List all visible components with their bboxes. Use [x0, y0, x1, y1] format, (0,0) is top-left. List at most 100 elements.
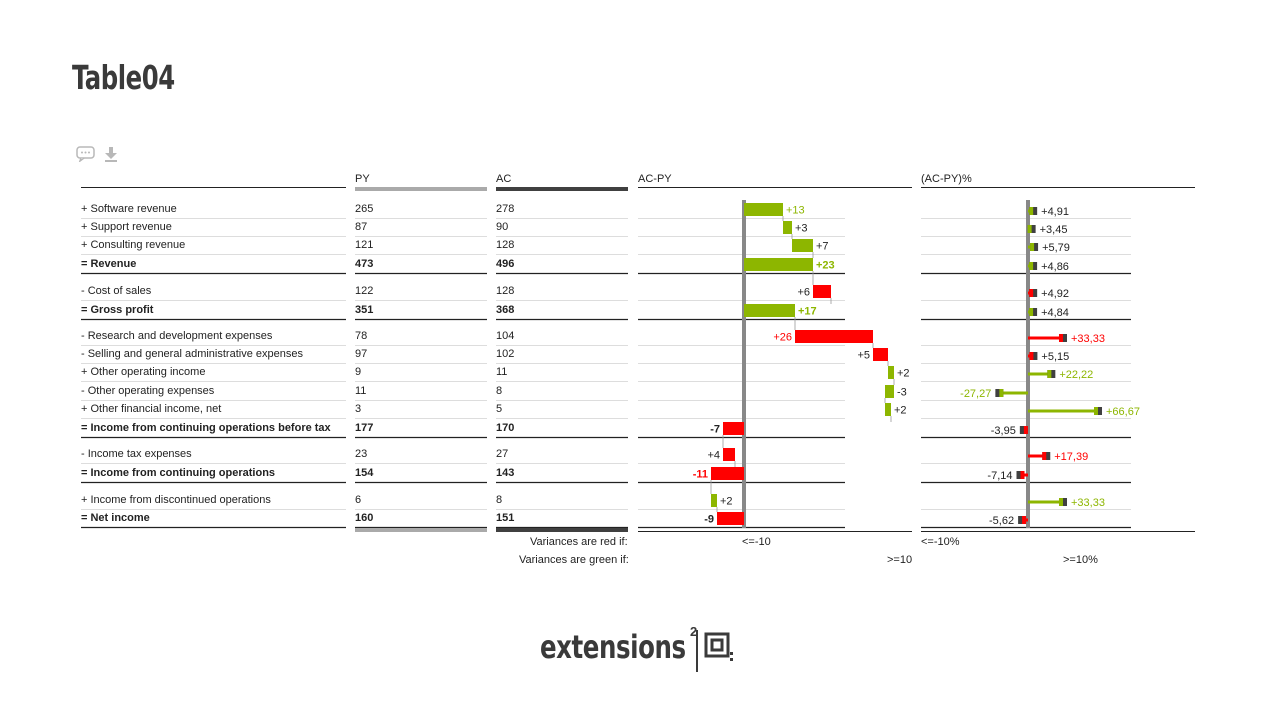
- download-icon[interactable]: [104, 146, 118, 162]
- row-value-ac: 5: [496, 403, 503, 415]
- pct-label: +5,15: [1041, 351, 1069, 363]
- row-value-py: 121: [355, 239, 374, 251]
- comment-icon[interactable]: [76, 146, 96, 162]
- delta-label: +23: [816, 260, 835, 272]
- pct-pin-head-fill: [1029, 352, 1034, 360]
- delta-label: +3: [795, 223, 808, 235]
- row-label: + Software revenue: [81, 203, 177, 215]
- delta-bar: [792, 239, 813, 252]
- row-value-py: 9: [355, 366, 362, 378]
- legend-abs-green: >=10: [887, 554, 913, 566]
- delta-bar: [783, 221, 792, 234]
- footer-bar-ac: [496, 528, 628, 532]
- page-title: Table04: [72, 58, 175, 97]
- header-bar-ac: [496, 187, 628, 191]
- row-value-py: 87: [355, 221, 368, 233]
- row-value-ac: 496: [496, 258, 515, 270]
- footer-line-delta-pct: [921, 531, 1195, 532]
- row-value-py: 160: [355, 512, 374, 524]
- pct-label: -5,62: [989, 515, 1014, 527]
- delta-label: +2: [720, 496, 733, 508]
- row-value-ac: 104: [496, 330, 515, 342]
- legend-pct-red: <=-10%: [921, 536, 960, 548]
- footer-line-delta: [638, 531, 912, 532]
- pct-label: +66,67: [1106, 406, 1140, 418]
- row-value-ac: 102: [496, 348, 515, 360]
- delta-label: +17: [798, 306, 817, 318]
- row-value-ac: 151: [496, 512, 515, 524]
- row-label: - Other operating expenses: [81, 385, 215, 397]
- pct-label: +17,39: [1054, 451, 1088, 463]
- row-label: = Gross profit: [81, 304, 154, 316]
- row-label: - Research and development expenses: [81, 330, 273, 342]
- delta-bar: [711, 467, 744, 480]
- row-value-ac: 90: [496, 221, 509, 233]
- delta-label: -9: [704, 514, 714, 526]
- row-value-py: 97: [355, 348, 368, 360]
- brand-divider: [696, 630, 698, 672]
- brand-superscript: 2: [690, 624, 698, 639]
- pct-pin-head-fill: [1094, 407, 1099, 415]
- legend-green-label: Variances are green if:: [519, 554, 629, 566]
- row-value-py: 6: [355, 494, 362, 506]
- pct-label: +4,86: [1041, 261, 1069, 273]
- row-label: = Net income: [81, 512, 150, 524]
- row-label: - Selling and general administrative exp…: [81, 348, 303, 360]
- pct-axis: [1026, 200, 1030, 528]
- delta-bar: [723, 448, 735, 461]
- delta-label: -7: [710, 424, 720, 436]
- pct-label: +4,92: [1041, 288, 1069, 300]
- pct-pin-head-fill: [1047, 370, 1052, 378]
- delta-label: +6: [797, 287, 810, 299]
- row-value-ac: 368: [496, 304, 515, 316]
- delta-bar: [717, 512, 744, 525]
- delta-bar: [723, 422, 744, 435]
- delta-bar: [711, 494, 717, 507]
- column-header-py: PY: [355, 173, 370, 185]
- pct-label: -27,27: [960, 388, 991, 400]
- row-value-ac: 128: [496, 285, 515, 297]
- pct-label: +22,22: [1059, 369, 1093, 381]
- row-value-ac: 278: [496, 203, 515, 215]
- delta-bar: [744, 203, 783, 216]
- row-value-py: 3: [355, 403, 362, 415]
- pct-pin-head-fill: [1042, 452, 1047, 460]
- row-label: + Consulting revenue: [81, 239, 186, 251]
- legend-abs-red: <=-10: [742, 536, 771, 548]
- column-header-ac: AC: [496, 173, 512, 185]
- delta-bar: [744, 258, 813, 271]
- pct-pin-head-fill: [999, 389, 1004, 397]
- pct-pin-head-fill: [1023, 426, 1028, 434]
- pct-pin-stem: [1028, 500, 1063, 504]
- column-header-delta: AC-PY: [638, 173, 672, 185]
- row-label: = Revenue: [81, 258, 137, 270]
- legend-pct-green: >=10%: [1063, 554, 1098, 566]
- delta-label: +26: [773, 332, 792, 344]
- pct-label: +5,79: [1042, 242, 1070, 254]
- pct-label: -7,14: [987, 470, 1012, 482]
- pct-pin-stem: [1028, 336, 1063, 340]
- brand-name: extensions: [540, 628, 686, 666]
- pct-pin-head-fill: [1029, 308, 1034, 316]
- row-value-py: 154: [355, 467, 374, 479]
- row-label: = Income from continuing operations befo…: [81, 422, 331, 434]
- pct-label: +33,33: [1071, 497, 1105, 509]
- row-value-ac: 143: [496, 467, 515, 479]
- header-underline-delta-pct: [921, 187, 1195, 188]
- pct-label: +4,84: [1041, 307, 1069, 319]
- footer-bar-py: [355, 528, 487, 532]
- delta-bar: [885, 385, 894, 398]
- delta-label: +2: [894, 405, 907, 417]
- pct-pin-head-fill: [1029, 289, 1034, 297]
- legend-red-label: Variances are red if:: [530, 536, 628, 548]
- row-label: + Income from discontinued operations: [81, 494, 271, 506]
- pct-label: -3,95: [991, 425, 1016, 437]
- pct-pin-head-fill: [1029, 262, 1034, 270]
- row-value-py: 23: [355, 448, 368, 460]
- row-value-py: 265: [355, 203, 374, 215]
- delta-label: +13: [786, 205, 805, 217]
- pct-label: +33,33: [1071, 333, 1105, 345]
- pct-pin-head-fill: [1020, 471, 1025, 479]
- pct-pin-head-fill: [1058, 334, 1063, 342]
